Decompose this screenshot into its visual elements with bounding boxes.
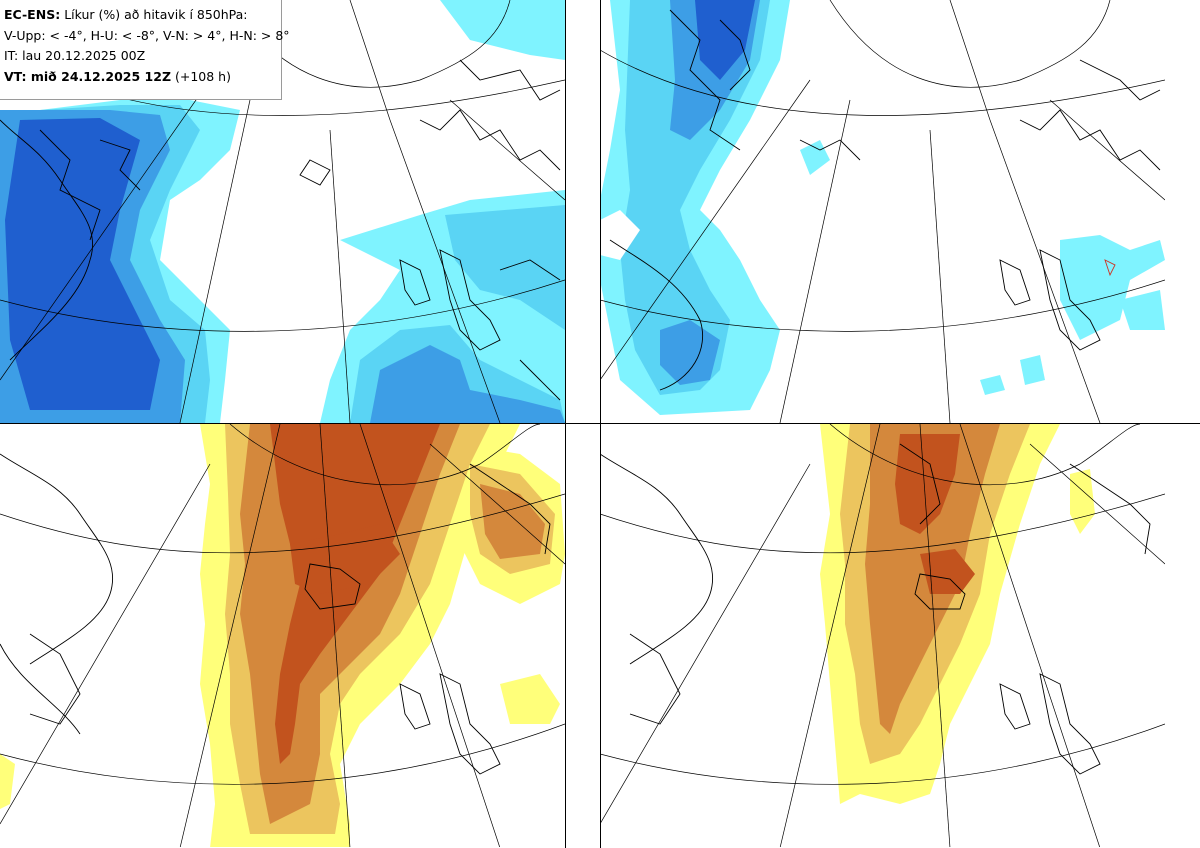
probability-fill [0, 424, 565, 847]
map-panel-cold-8: 100 95 65 35 5 [600, 0, 1165, 423]
lead-time: (+108 h) [175, 68, 231, 84]
product-title: Líkur (%) að hitavik í 850hPa: [64, 7, 248, 22]
graticule [0, 424, 565, 847]
panel-divider-vertical-left [565, 0, 566, 848]
map-panel-cold-4: 100 95 65 35 5 [0, 0, 565, 423]
graticule [600, 424, 1165, 847]
threshold-legend: V-Upp: < -4°, H-U: < -8°, V-N: > 4°, H-N… [4, 27, 290, 43]
model-name: EC-ENS: [4, 7, 61, 22]
graticule [600, 0, 1165, 423]
map-panel-warm-4: 100 95 65 35 5 [0, 424, 565, 847]
map-panel-warm-8: 100 95 65 35 5 [600, 424, 1165, 847]
valid-time: VT: mið 24.12.2025 12Z [4, 68, 172, 84]
forecast-info-box: EC-ENS: Líkur (%) að hitavik í 850hPa: V… [0, 0, 290, 100]
panel-divider-vertical-right [600, 0, 601, 848]
probability-fill [600, 0, 1165, 415]
coastlines [600, 443, 1151, 775]
coastlines [0, 453, 551, 775]
initial-time: IT: lau 20.12.2025 00Z [4, 48, 146, 63]
probability-fill [820, 424, 1095, 804]
coastlines [609, 9, 1161, 391]
probability-fill [0, 0, 565, 423]
